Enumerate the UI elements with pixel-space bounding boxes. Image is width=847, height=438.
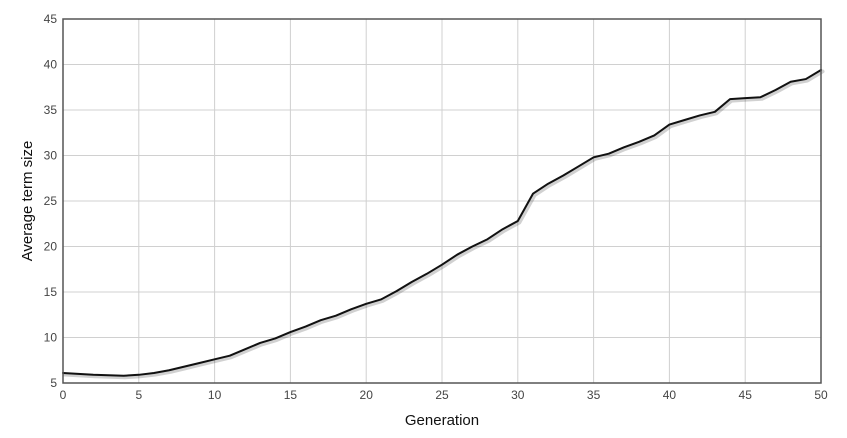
x-tick-label: 40 <box>663 388 677 402</box>
x-tick-label: 5 <box>135 388 142 402</box>
x-tick-label: 15 <box>284 388 298 402</box>
series-line <box>62 68 822 377</box>
y-tick-label: 25 <box>44 194 58 208</box>
y-tick-label: 45 <box>44 12 58 26</box>
y-tick-label: 5 <box>50 376 57 390</box>
y-tick-label: 20 <box>44 240 58 254</box>
x-tick-label: 30 <box>511 388 525 402</box>
x-tick-label: 45 <box>739 388 753 402</box>
x-axis-ticks: 0 5 10 15 20 25 30 35 40 45 50 <box>60 388 828 402</box>
x-tick-label: 20 <box>360 388 374 402</box>
y-tick-label: 30 <box>44 149 58 163</box>
y-tick-label: 15 <box>44 285 58 299</box>
y-tick-label: 35 <box>44 103 58 117</box>
x-tick-label: 50 <box>814 388 828 402</box>
y-axis-ticks: 5 10 15 20 25 30 35 40 45 <box>44 12 58 390</box>
x-axis-title: Generation <box>405 412 479 429</box>
y-axis-title: Average term size <box>19 141 36 262</box>
x-tick-label: 0 <box>60 388 67 402</box>
x-tick-label: 25 <box>435 388 449 402</box>
y-tick-label: 10 <box>44 331 58 345</box>
plot-area-frame <box>62 18 822 384</box>
y-tick-label: 40 <box>44 58 58 72</box>
series-group <box>62 68 825 380</box>
series-line-shadow <box>62 69 825 380</box>
x-tick-label: 35 <box>587 388 601 402</box>
x-tick-label: 10 <box>208 388 222 402</box>
